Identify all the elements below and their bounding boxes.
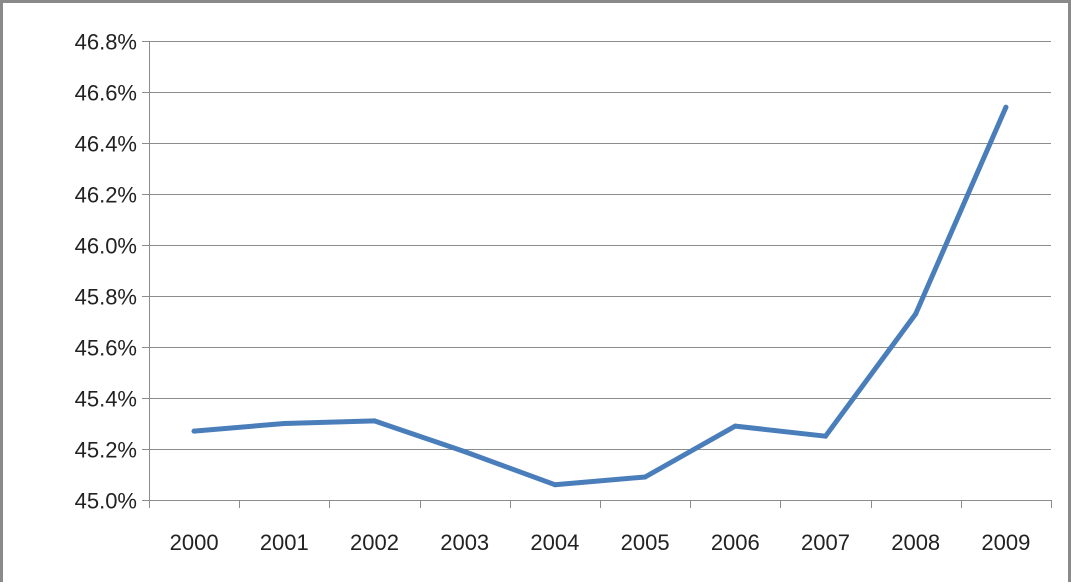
data-point [1003, 104, 1009, 110]
y-tick-label: 46.4% [75, 132, 137, 157]
y-tick-label: 45.8% [75, 285, 137, 310]
y-tick-label: 45.6% [75, 336, 137, 361]
y-tick-label: 46.0% [75, 234, 137, 259]
y-tick-label: 45.0% [75, 489, 137, 514]
x-tick-label: 2003 [440, 530, 489, 555]
line-chart: 45.0% 45.2% 45.4% 45.6% 45.8% 46.0% 46.2% 46.4%… [75, 30, 1052, 555]
x-tick-label: 2007 [801, 530, 850, 555]
x-tick-label: 2008 [891, 530, 940, 555]
x-tick-label: 2004 [530, 530, 579, 555]
series-line [191, 104, 1009, 488]
data-point [732, 423, 738, 429]
y-tick-label: 46.6% [75, 81, 137, 106]
x-tick-label: 2000 [170, 530, 219, 555]
x-tick-label: 2001 [260, 530, 309, 555]
x-tick-label: 2005 [621, 530, 670, 555]
data-point [462, 449, 468, 455]
data-point [372, 418, 377, 424]
x-tick-label: 2009 [981, 530, 1030, 555]
x-tick-label: 2002 [350, 530, 399, 555]
grid-lines [149, 41, 1051, 501]
y-tick-label: 46.2% [75, 183, 137, 208]
data-point [281, 421, 287, 426]
y-tick-label: 45.4% [75, 387, 137, 412]
axes [142, 41, 1052, 508]
data-point [642, 474, 648, 480]
data-point [191, 428, 197, 434]
x-tick-labels: 2000 2001 2002 2003 2004 2005 2006 2007 2008 2009 [170, 530, 1031, 555]
series-lines [191, 104, 1009, 488]
data-point [913, 311, 919, 317]
y-tick-label: 45.2% [75, 438, 137, 463]
data-point [552, 482, 558, 488]
x-tick-label: 2006 [711, 530, 760, 555]
y-tick-label: 46.8% [75, 30, 137, 55]
data-point [823, 433, 828, 439]
y-tick-labels: 45.0% 45.2% 45.4% 45.6% 45.8% 46.0% 46.2% 46.4%… [75, 30, 137, 514]
